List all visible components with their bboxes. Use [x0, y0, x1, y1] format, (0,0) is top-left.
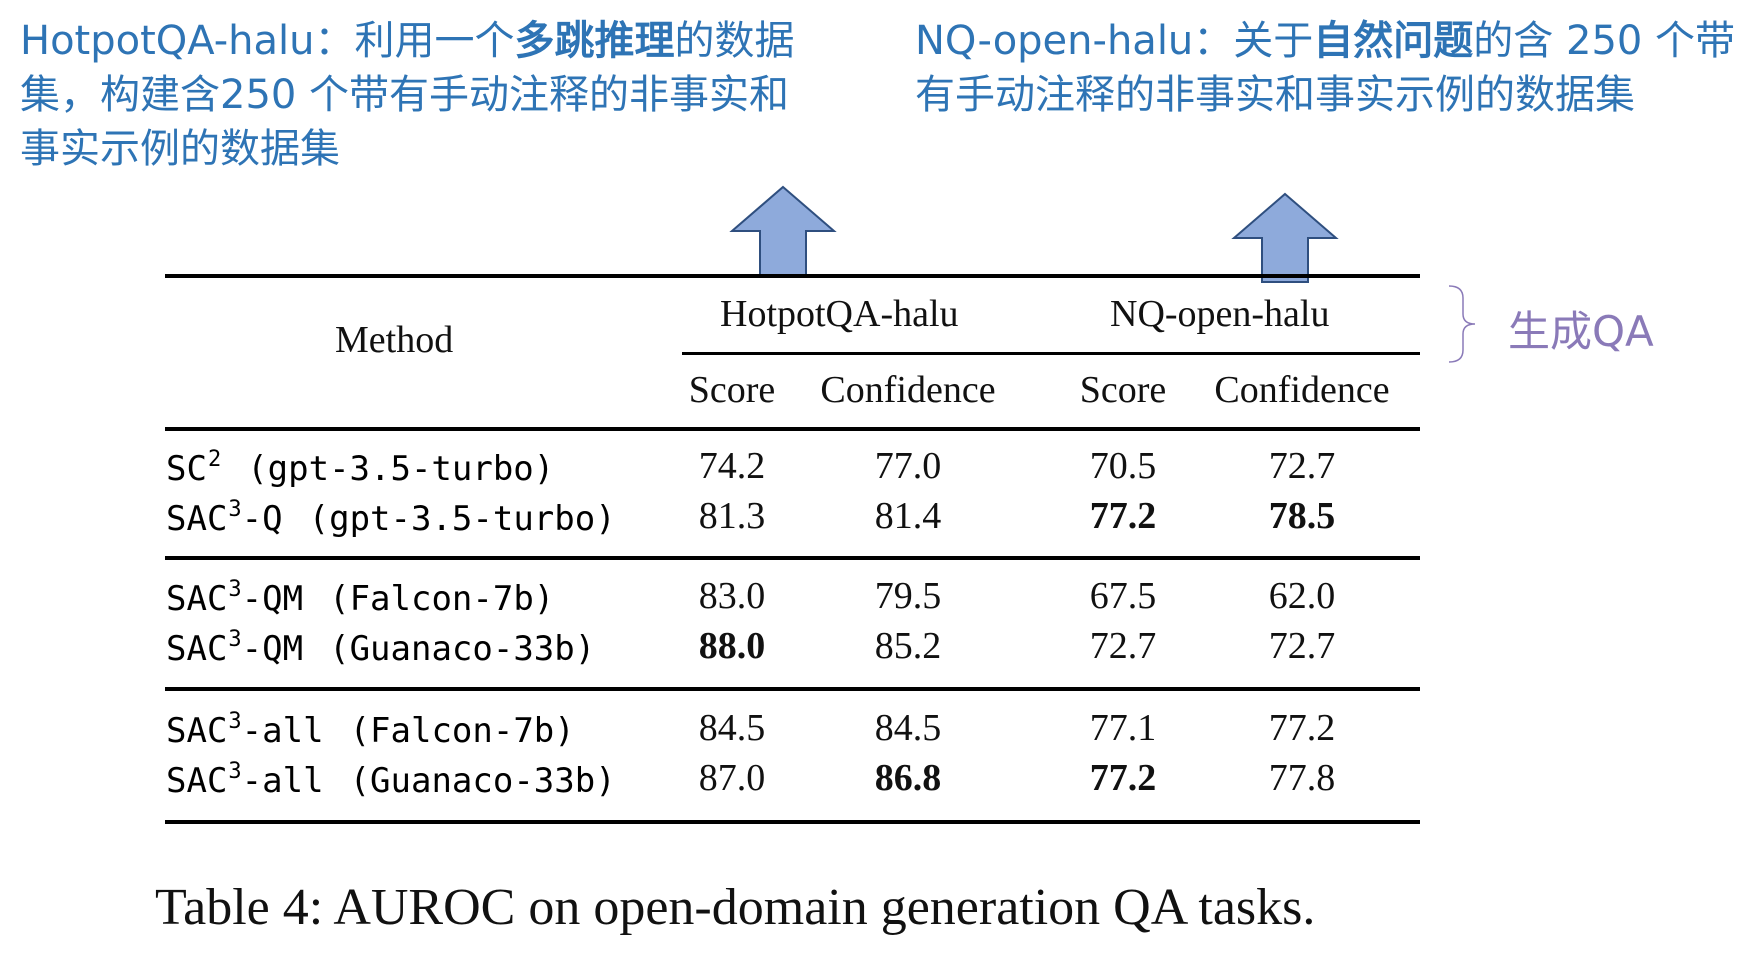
value-cell: 78.5	[1268, 495, 1336, 537]
method-name: SAC	[166, 499, 228, 539]
method-superscript: 3	[228, 577, 242, 602]
value-cell: 77.1	[1089, 707, 1157, 749]
value-cell: 77.0	[874, 445, 942, 487]
method-cell: SAC3-Q (gpt-3.5-turbo)	[166, 497, 616, 539]
annotation-nqopen-prefix: NQ-open-halu：关于	[915, 18, 1314, 64]
header-score-1: Score	[688, 369, 776, 411]
method-cell: SC2 (gpt-3.5-turbo)	[166, 447, 554, 489]
group-rule-1	[165, 556, 1420, 560]
method-superscript: 3	[228, 497, 242, 522]
value-cell: 70.5	[1089, 445, 1157, 487]
value-cell: 74.2	[698, 445, 766, 487]
header-group-nqopen: NQ-open-halu	[1110, 293, 1330, 335]
method-cell: SAC3-all (Guanaco-33b)	[166, 759, 616, 801]
header-bottom-rule	[165, 427, 1420, 431]
annotation-hotpotqa-bold: 多跳推理	[514, 18, 675, 64]
up-arrow-icon	[1231, 192, 1339, 283]
annotation-nqopen-bold: 自然问题	[1313, 18, 1474, 64]
group-rule-2	[165, 687, 1420, 691]
value-cell: 81.3	[698, 495, 766, 537]
value-cell: 83.0	[698, 575, 766, 617]
value-cell: 72.7	[1089, 625, 1157, 667]
method-cell: SAC3-all (Falcon-7b)	[166, 709, 575, 751]
right-brace-icon	[1448, 285, 1476, 363]
method-model: (Guanaco-33b)	[329, 629, 596, 669]
annotation-hotpotqa: HotpotQA-halu：利用一个多跳推理的数据集，构建含250 个带有手动注…	[20, 14, 820, 176]
brace-label: 生成QA	[1508, 307, 1654, 356]
value-cell: 77.2	[1089, 757, 1157, 799]
value-cell: 81.4	[874, 495, 942, 537]
method-model: (Falcon-7b)	[349, 711, 575, 751]
method-suffix: -all	[241, 711, 324, 751]
value-cell: 72.7	[1268, 445, 1336, 487]
table-bottom-rule	[165, 820, 1420, 824]
method-model: (gpt-3.5-turbo)	[247, 449, 555, 489]
header-score-2: Score	[1079, 369, 1167, 411]
method-superscript: 2	[207, 447, 222, 472]
value-cell: 84.5	[698, 707, 766, 749]
value-cell: 77.8	[1268, 757, 1336, 799]
value-cell: 67.5	[1089, 575, 1157, 617]
value-cell: 72.7	[1268, 625, 1336, 667]
annotation-nqopen: NQ-open-halu：关于自然问题的含 250 个带有手动注释的非事实和事实…	[915, 14, 1745, 122]
value-cell: 77.2	[1089, 495, 1157, 537]
value-cell: 87.0	[698, 757, 766, 799]
header-mid-rule	[682, 352, 1420, 355]
method-superscript: 3	[228, 627, 242, 652]
method-model: (Falcon-7b)	[329, 579, 555, 619]
value-cell: 85.2	[874, 625, 942, 667]
table-top-rule	[165, 274, 1420, 278]
value-cell: 77.2	[1268, 707, 1336, 749]
value-cell: 88.0	[698, 625, 766, 667]
header-confidence-1: Confidence	[820, 369, 996, 411]
method-cell: SAC3-QM (Falcon-7b)	[166, 577, 554, 619]
method-superscript: 3	[228, 709, 242, 734]
header-confidence-2: Confidence	[1214, 369, 1390, 411]
method-suffix: -QM	[241, 629, 304, 669]
method-model: (Guanaco-33b)	[349, 761, 616, 801]
value-cell: 62.0	[1268, 575, 1336, 617]
table-caption: Table 4: AUROC on open-domain generation…	[155, 879, 1316, 936]
annotation-nqopen-suffix: 的含 250 个带有手动注释的非事实和事实示例的数据集	[915, 18, 1736, 118]
method-cell: SAC3-QM (Guanaco-33b)	[166, 627, 595, 669]
method-name: SAC	[166, 579, 228, 619]
method-suffix: -QM	[241, 579, 304, 619]
header-method: Method	[335, 319, 454, 361]
method-model: (gpt-3.5-turbo)	[308, 499, 616, 539]
method-name: SAC	[166, 629, 228, 669]
header-group-hotpotqa: HotpotQA-halu	[720, 293, 959, 335]
annotation-hotpotqa-suffix: 的数据集，构建含250 个带有手动注释的非事实和事实示例的数据集	[20, 18, 795, 172]
method-suffix: -Q	[241, 499, 283, 539]
value-cell: 86.8	[874, 757, 942, 799]
value-cell: 84.5	[874, 707, 942, 749]
value-cell: 79.5	[874, 575, 942, 617]
method-suffix: -all	[241, 761, 324, 801]
up-arrow-icon	[729, 185, 837, 276]
method-name: SC	[166, 449, 207, 489]
annotation-hotpotqa-prefix: HotpotQA-halu：利用一个	[20, 18, 515, 64]
method-superscript: 3	[228, 759, 242, 784]
method-name: SAC	[166, 711, 228, 751]
method-name: SAC	[166, 761, 228, 801]
